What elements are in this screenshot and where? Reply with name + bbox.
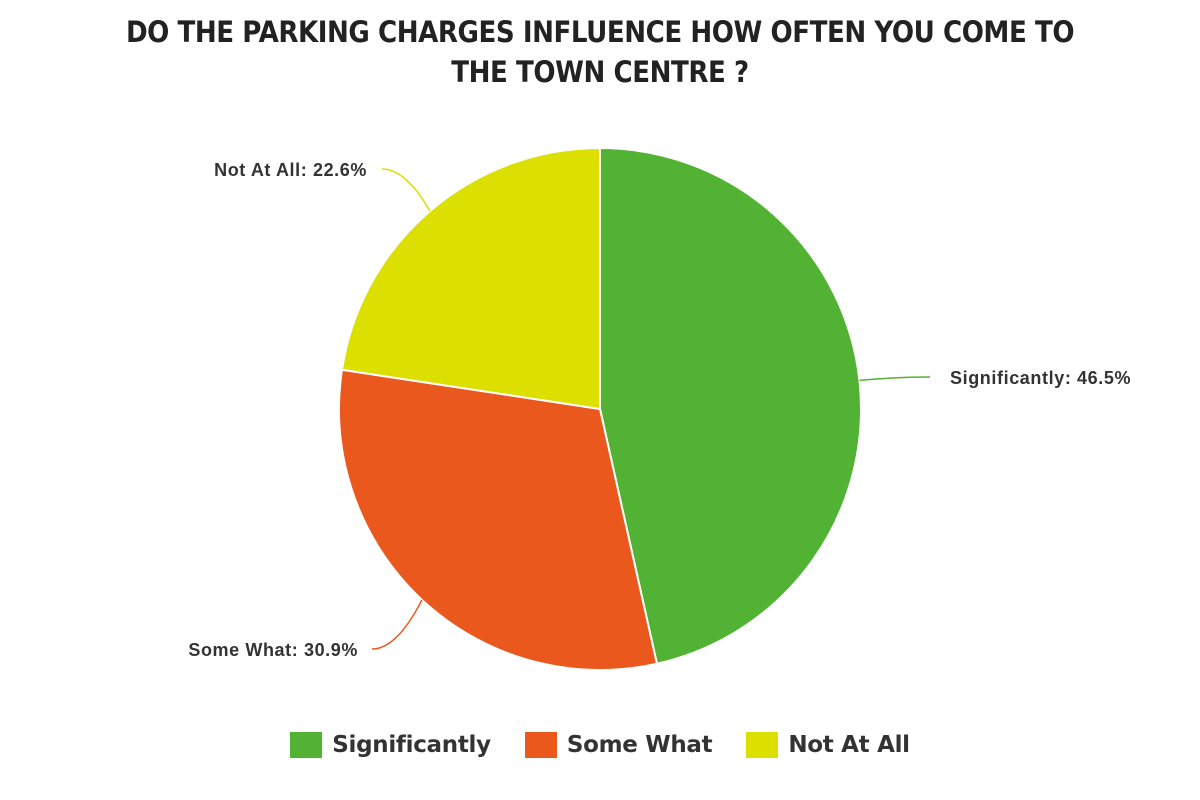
pie-slice-some-what[interactable] xyxy=(338,368,659,671)
legend-swatch-not-at-all xyxy=(746,732,779,758)
pie-slice-not-at-all[interactable] xyxy=(340,146,601,411)
chart-title: DO THE PARKING CHARGES INFLUENCE HOW OFT… xyxy=(125,15,1075,89)
pie-slices xyxy=(338,146,862,671)
legend-label-some-what: Some What xyxy=(566,732,713,758)
leader-line-not-at-all xyxy=(381,168,431,212)
legend-item-significantly[interactable]: Significantly xyxy=(290,732,491,758)
legend-swatch-significantly xyxy=(290,732,323,758)
pie-slice-significantly[interactable] xyxy=(599,146,862,665)
leader-lines xyxy=(371,168,931,650)
leader-line-some-what xyxy=(371,599,423,650)
slice-label-not-at-all: Not At All: 22.6% xyxy=(214,160,367,180)
legend-item-not-at-all[interactable]: Not At All xyxy=(746,732,910,758)
legend-item-some-what[interactable]: Some What xyxy=(524,732,713,758)
slice-labels: Significantly: 46.5% Some What: 30.9% Not … xyxy=(188,160,1131,660)
legend-label-not-at-all: Not At All xyxy=(788,732,910,758)
slice-label-some-what: Some What: 30.9% xyxy=(188,640,358,660)
legend: Significantly Some What Not At All xyxy=(0,728,1200,762)
legend-swatch-some-what xyxy=(524,732,557,758)
leader-line-significantly xyxy=(859,376,931,382)
legend-label-significantly: Significantly xyxy=(332,732,491,758)
slice-label-significantly: Significantly: 46.5% xyxy=(950,368,1131,388)
